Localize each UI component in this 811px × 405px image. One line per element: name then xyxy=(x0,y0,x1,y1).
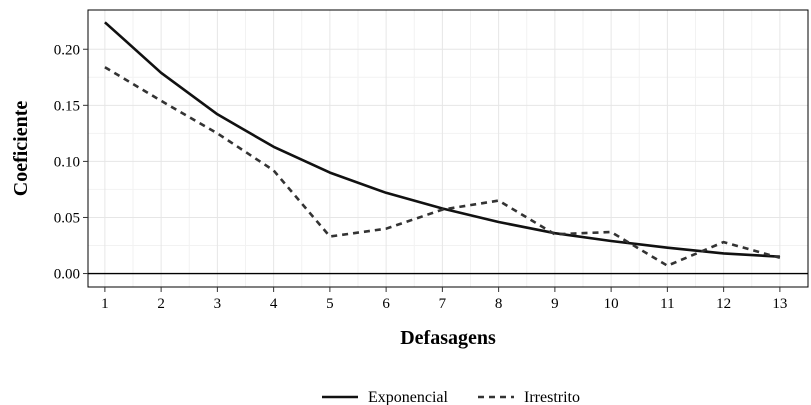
legend-label-irrestrito: Irrestrito xyxy=(524,389,580,405)
y-tick-label: 0.20 xyxy=(54,42,80,58)
plot-panel-border xyxy=(87,9,809,288)
legend-label-exponencial: Exponencial xyxy=(368,389,449,405)
y-tick-label: 0.15 xyxy=(54,98,80,114)
x-tick-label: 6 xyxy=(382,296,390,312)
series-line-irrestrito xyxy=(104,66,781,268)
x-tick-label: 4 xyxy=(270,296,278,312)
legend: Exponencial Irrestrito xyxy=(322,389,580,405)
x-tick-label: 5 xyxy=(326,296,334,312)
x-axis-title: Defasagens xyxy=(400,327,496,349)
y-tick-label: 0.05 xyxy=(54,210,80,226)
x-tick-labels: 1 2 3 4 5 6 7 8 9 10 11 12 13 xyxy=(101,296,787,312)
x-tick-label: 13 xyxy=(772,296,787,312)
x-tick-label: 8 xyxy=(495,296,503,312)
grid-lines xyxy=(88,10,808,287)
y-tick-label: 0.10 xyxy=(54,154,80,170)
x-tick-label: 9 xyxy=(551,296,559,312)
x-tick-label: 12 xyxy=(716,296,731,312)
axis-ticks xyxy=(83,48,781,292)
x-tick-label: 10 xyxy=(604,296,619,312)
y-tick-label: 0.00 xyxy=(54,267,80,283)
y-axis-title: Coeficiente xyxy=(10,101,32,197)
x-tick-label: 1 xyxy=(101,296,109,312)
x-tick-label: 3 xyxy=(214,296,222,312)
y-tick-labels: 0.00 0.05 0.10 0.15 0.20 xyxy=(54,42,80,282)
x-tick-label: 2 xyxy=(157,296,165,312)
x-tick-label: 7 xyxy=(439,296,447,312)
series-lines xyxy=(104,21,781,268)
x-tick-label: 11 xyxy=(660,296,674,312)
